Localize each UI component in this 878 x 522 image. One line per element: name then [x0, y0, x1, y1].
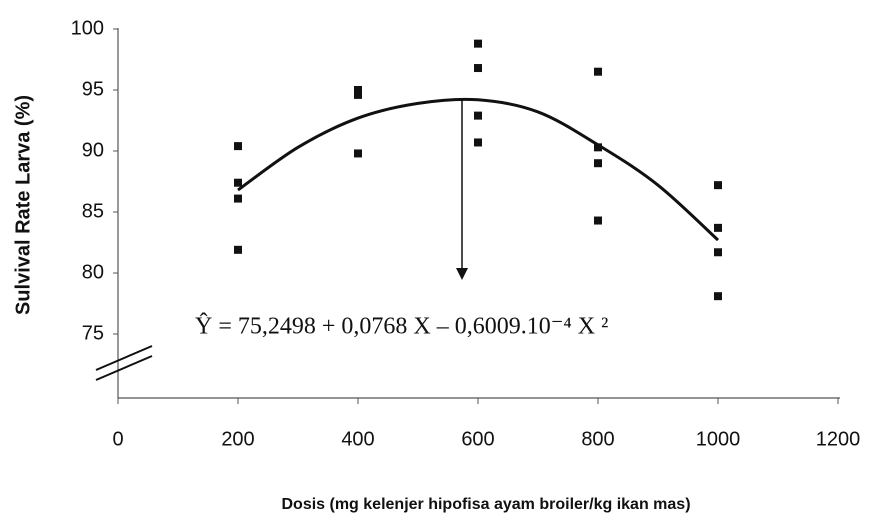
data-point: [354, 90, 362, 99]
fit-curve: [237, 97, 720, 242]
x-tick-label: 200: [221, 428, 254, 450]
equation: Ŷ = 75,2498 + 0,0768 X – 0,6009.10⁻⁴ X ²: [195, 314, 608, 340]
y-tick-label: 90: [82, 139, 104, 161]
data-point: [354, 149, 362, 158]
data-point: [714, 181, 722, 190]
y-tick-label: 80: [82, 261, 104, 283]
arrow-head: [456, 268, 468, 280]
axis-break: [95, 355, 153, 381]
axis-break: [95, 345, 153, 371]
data-point: [474, 138, 482, 147]
data-point: [234, 245, 242, 254]
y-axis-label: Sulvival Rate Larva (%): [12, 95, 34, 315]
x-tick-label: 1200: [816, 428, 861, 450]
x-tick-label: 800: [581, 428, 614, 450]
data-point: [714, 248, 722, 257]
y-tick-label: 95: [82, 78, 104, 100]
data-point: [234, 194, 242, 203]
y-tick-label: 75: [82, 322, 104, 344]
data-point: [474, 39, 482, 48]
data-point: [594, 67, 602, 76]
data-point: [594, 143, 602, 152]
x-tick-label: 1000: [696, 428, 741, 450]
x-axis-label: Dosis (mg kelenjer hipofisa ayam broiler…: [281, 496, 690, 513]
data-point: [234, 142, 242, 151]
data-point: [594, 159, 602, 168]
x-tick-label: 0: [112, 428, 123, 450]
y-tick-label: 85: [82, 200, 104, 222]
data-point: [714, 292, 722, 301]
data-point: [714, 223, 722, 232]
data-point: [474, 64, 482, 73]
x-tick-label: 400: [341, 428, 374, 450]
data-point: [594, 216, 602, 225]
y-tick-label: 100: [71, 17, 104, 39]
x-tick-label: 600: [461, 428, 494, 450]
data-point: [234, 178, 242, 187]
data-point: [354, 86, 362, 94]
data-point: [474, 111, 482, 120]
